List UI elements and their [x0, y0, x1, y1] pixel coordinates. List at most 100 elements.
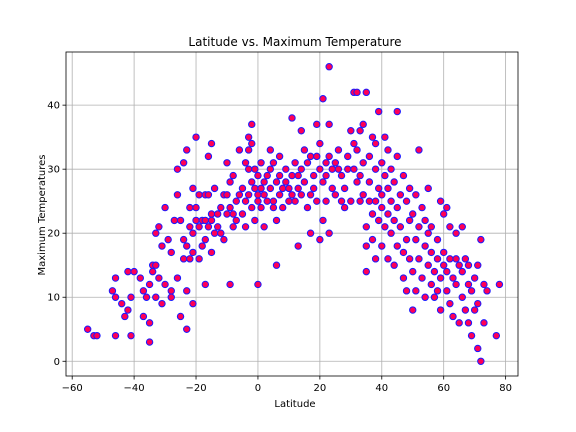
- data-point: [347, 127, 355, 135]
- data-point: [393, 242, 401, 250]
- data-point: [405, 255, 414, 263]
- data-point: [474, 344, 482, 353]
- data-point: [251, 216, 259, 225]
- data-point: [461, 306, 470, 314]
- data-point: [251, 184, 259, 193]
- data-point: [347, 197, 355, 205]
- data-point: [415, 255, 423, 263]
- data-point: [207, 216, 216, 225]
- data-point: [183, 325, 191, 333]
- data-point: [421, 293, 429, 301]
- data-point: [275, 171, 284, 180]
- data-point: [464, 280, 473, 289]
- data-point: [244, 146, 253, 154]
- data-point: [381, 223, 389, 231]
- data-point: [183, 242, 191, 250]
- data-point: [390, 216, 398, 225]
- data-point: [362, 267, 371, 276]
- data-point: [155, 223, 163, 231]
- data-point: [189, 299, 197, 308]
- data-point: [396, 191, 405, 199]
- data-point: [368, 133, 377, 141]
- data-point: [371, 255, 380, 263]
- data-point: [139, 312, 148, 321]
- data-point: [213, 210, 222, 218]
- data-point: [288, 191, 296, 199]
- data-point: [127, 293, 135, 301]
- data-point: [235, 191, 244, 199]
- data-point: [381, 133, 389, 141]
- data-point: [291, 197, 299, 205]
- data-point: [470, 306, 479, 314]
- data-point: [415, 223, 423, 231]
- data-point: [461, 255, 470, 263]
- data-point: [309, 184, 318, 193]
- data-point: [483, 287, 491, 295]
- data-point: [152, 261, 160, 269]
- data-point: [248, 178, 256, 186]
- data-point: [83, 325, 92, 333]
- data-point: [306, 152, 315, 161]
- data-point: [430, 293, 439, 301]
- data-point: [269, 197, 278, 205]
- data-point: [495, 280, 504, 289]
- x-tick-label: 0: [255, 383, 261, 394]
- data-point: [257, 203, 265, 212]
- data-point: [179, 255, 188, 263]
- data-point: [254, 197, 262, 205]
- data-point: [176, 216, 185, 225]
- data-point: [294, 171, 302, 180]
- data-point: [365, 152, 374, 161]
- data-point: [359, 191, 367, 199]
- data-point: [381, 171, 389, 180]
- data-point: [294, 242, 302, 250]
- data-point: [405, 184, 414, 193]
- data-point: [145, 338, 154, 346]
- data-point: [201, 216, 210, 225]
- data-point: [248, 203, 256, 212]
- data-point: [319, 95, 327, 103]
- y-axis-ticks: 0 10 20 30 40: [47, 101, 66, 368]
- data-point: [303, 203, 312, 212]
- y-tick-label: 0: [54, 357, 60, 368]
- y-tick-label: 20: [47, 229, 60, 240]
- data-point: [204, 152, 213, 161]
- data-point: [238, 210, 247, 218]
- data-point: [362, 242, 371, 250]
- data-point: [418, 274, 426, 282]
- data-point: [173, 274, 182, 282]
- data-point: [353, 88, 361, 97]
- x-tick-label: −20: [185, 383, 206, 394]
- data-point: [356, 127, 364, 135]
- plot-frame: [65, 51, 519, 377]
- data-point: [331, 159, 340, 167]
- data-point: [223, 159, 231, 167]
- data-point: [316, 139, 324, 148]
- data-point: [201, 280, 210, 289]
- data-point: [279, 203, 287, 212]
- data-point: [446, 299, 454, 308]
- data-point: [186, 255, 194, 263]
- data-point: [439, 261, 448, 269]
- data-point: [158, 299, 166, 308]
- data-point: [266, 184, 275, 193]
- data-point: [322, 159, 330, 167]
- y-tick-label: 30: [47, 165, 60, 176]
- data-point: [443, 287, 451, 295]
- data-point: [356, 197, 364, 205]
- data-point: [189, 248, 197, 257]
- data-point: [393, 203, 401, 212]
- data-point: [328, 184, 336, 193]
- x-tick-label: 20: [313, 383, 326, 394]
- data-point: [309, 171, 318, 180]
- data-point: [269, 203, 278, 212]
- data-point: [449, 312, 457, 321]
- data-point: [474, 261, 482, 269]
- data-point: [275, 191, 284, 199]
- data-point: [387, 197, 395, 205]
- data-point: [427, 280, 436, 289]
- data-point: [198, 242, 206, 250]
- data-point: [384, 184, 392, 193]
- data-point: [409, 210, 417, 218]
- data-point: [319, 216, 327, 225]
